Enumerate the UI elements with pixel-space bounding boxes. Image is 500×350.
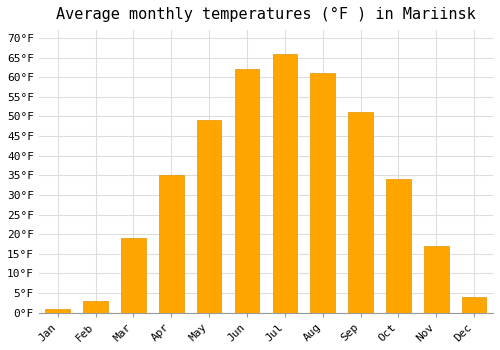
Bar bbox=[84, 301, 108, 313]
Bar bbox=[386, 179, 410, 313]
Bar bbox=[159, 175, 184, 313]
Title: Average monthly temperatures (°F ) in Mariinsk: Average monthly temperatures (°F ) in Ma… bbox=[56, 7, 476, 22]
Bar bbox=[197, 120, 222, 313]
Bar bbox=[234, 69, 260, 313]
Bar bbox=[424, 246, 448, 313]
Bar bbox=[310, 73, 335, 313]
Bar bbox=[272, 54, 297, 313]
Bar bbox=[348, 112, 373, 313]
Bar bbox=[46, 309, 70, 313]
Bar bbox=[121, 238, 146, 313]
Bar bbox=[462, 297, 486, 313]
